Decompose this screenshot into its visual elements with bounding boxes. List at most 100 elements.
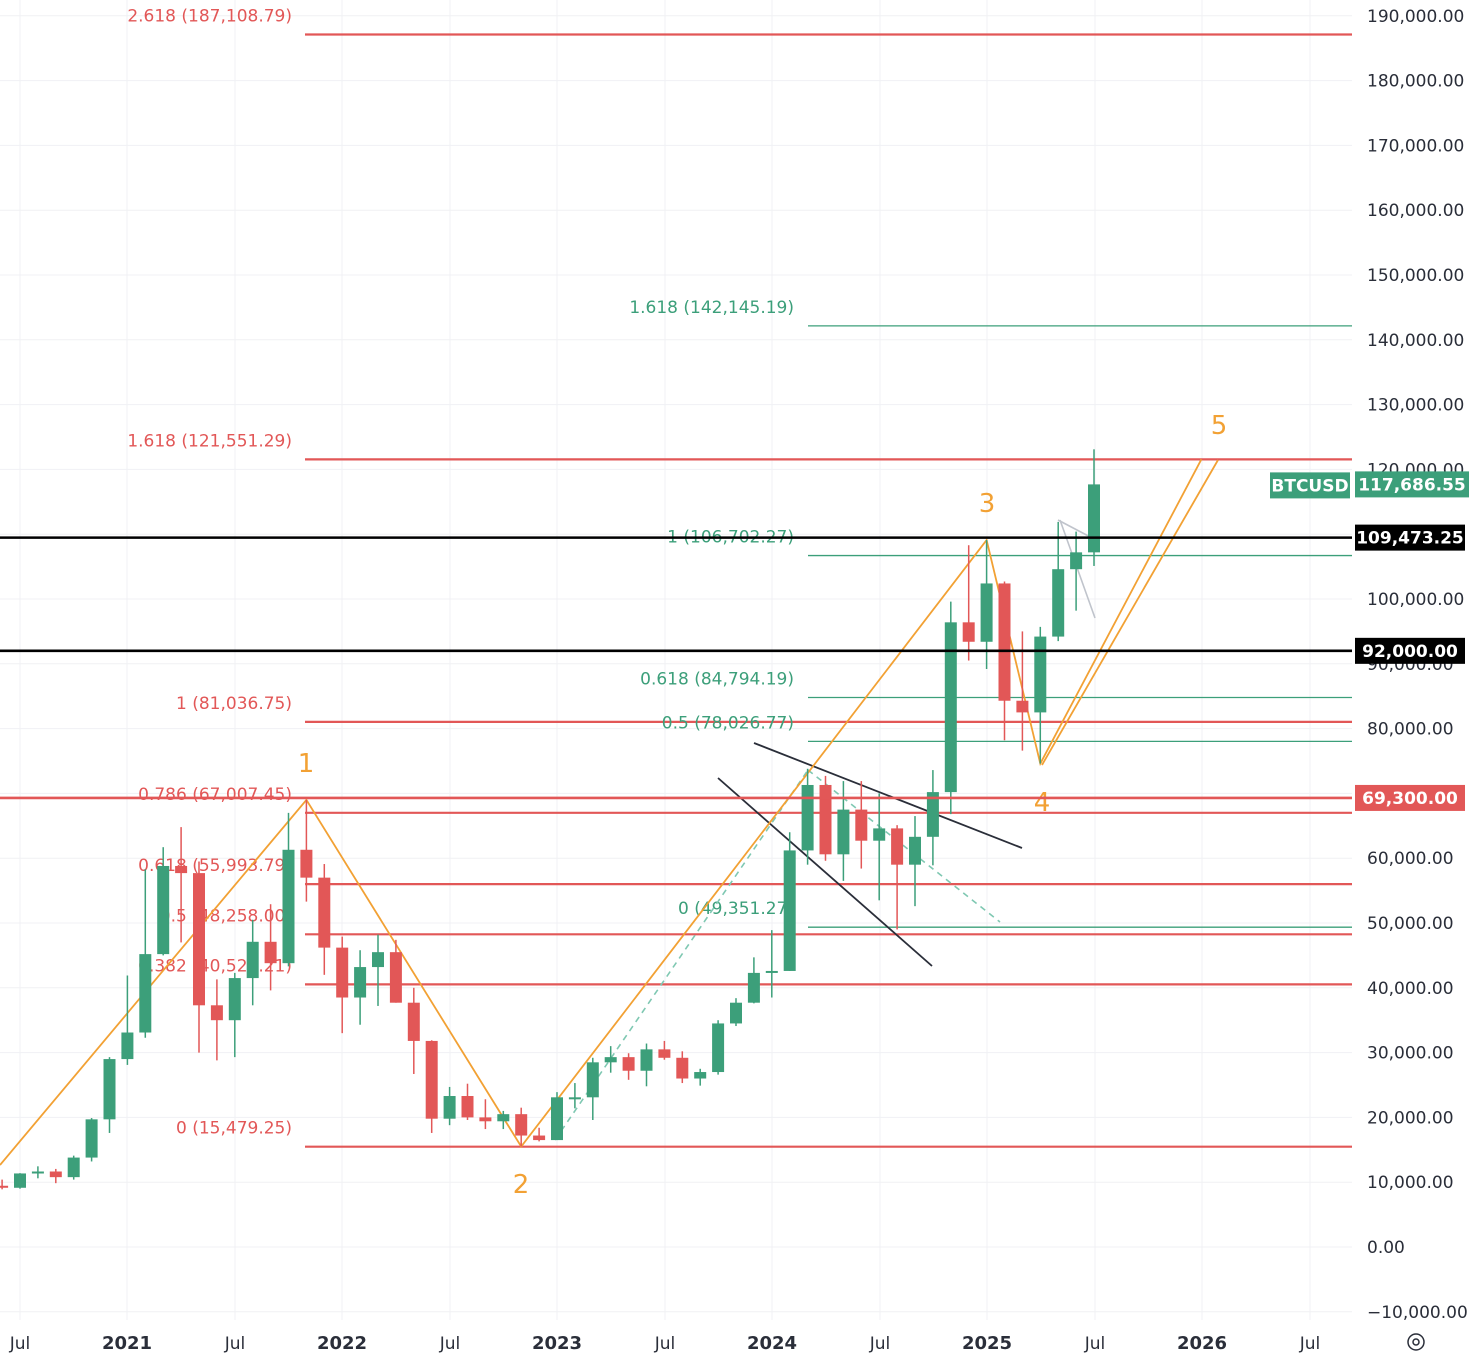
fib-red-label: 0 (15,479.25) <box>176 1119 292 1139</box>
candle <box>1088 449 1100 566</box>
chart-grid <box>0 0 1352 1320</box>
candle-body <box>407 1002 420 1041</box>
candle <box>658 1040 671 1060</box>
wedge-trendline <box>717 777 933 967</box>
candle-body <box>1016 700 1029 713</box>
candle <box>515 1107 528 1147</box>
candle <box>479 1099 492 1130</box>
candle <box>246 919 259 1006</box>
x-tick-label: Jul <box>869 1334 891 1354</box>
candle <box>443 1086 456 1126</box>
candle <box>747 957 760 1004</box>
candle <box>712 1020 725 1075</box>
candle <box>819 775 832 861</box>
wave-label-1: 1 <box>298 749 315 779</box>
y-tick-label: 40,000.00 <box>1367 979 1454 999</box>
price-tags: 109,473.25 92,000.00 69,300.00 BTCUSD 117,68… <box>1270 471 1469 811</box>
candle-body <box>568 1097 581 1100</box>
x-tick-label: 2025 <box>962 1333 1012 1354</box>
level-tag <box>1355 637 1465 664</box>
x-tick-label: Jul <box>439 1334 461 1354</box>
candle <box>49 1168 62 1184</box>
candle-body <box>944 622 957 793</box>
y-tick-label: −10,000.00 <box>1367 1303 1468 1323</box>
candle <box>873 793 886 901</box>
candle-body <box>461 1096 474 1118</box>
candle <box>354 950 367 1025</box>
candle <box>891 825 904 930</box>
candle-body <box>747 972 760 1003</box>
candle <box>586 1057 599 1120</box>
candle <box>909 816 921 907</box>
candle-body <box>318 877 331 948</box>
last-price-tag <box>1355 471 1469 498</box>
candle-body <box>551 1097 563 1141</box>
candle <box>926 770 939 866</box>
y-tick-label: 190,000.00 <box>1367 7 1464 27</box>
fib-green-label: 0.618 (84,794.19) <box>640 670 794 690</box>
candle <box>533 1127 546 1142</box>
candle-body <box>246 941 259 979</box>
candle-body <box>157 865 170 955</box>
candle-body <box>336 947 349 998</box>
candle <box>228 972 241 1058</box>
level-tag-label: 92,000.00 <box>1362 642 1458 662</box>
candle <box>193 861 205 1053</box>
candle-body <box>425 1040 438 1119</box>
level-tag <box>1355 524 1465 551</box>
candle-body <box>443 1096 456 1119</box>
x-tick-label: Jul <box>9 1334 31 1354</box>
y-tick-label: 0.00 <box>1367 1238 1405 1258</box>
level-tag-label: 69,300.00 <box>1362 789 1458 809</box>
candle <box>1052 521 1065 642</box>
candle-body <box>730 1002 742 1024</box>
y-tick-label: 50,000.00 <box>1367 914 1454 934</box>
y-tick-label: 30,000.00 <box>1367 1044 1454 1064</box>
candle-body <box>586 1062 599 1098</box>
wave-path <box>0 458 1203 1166</box>
elliott-wave: 1 2 3 4 5 <box>0 411 1227 1200</box>
candle <box>1070 531 1083 611</box>
candle <box>407 987 420 1074</box>
candle-body <box>210 1005 223 1021</box>
candle-body <box>264 941 277 964</box>
candle <box>801 768 814 865</box>
y-tick-label: 130,000.00 <box>1367 396 1464 416</box>
candle-body <box>694 1072 707 1079</box>
candle <box>121 975 134 1065</box>
candlesticks <box>0 449 1100 1190</box>
candle <box>568 1083 581 1109</box>
candle-body <box>31 1171 44 1174</box>
candle <box>372 934 384 1006</box>
y-tick-label: 160,000.00 <box>1367 201 1464 221</box>
candle <box>783 832 796 971</box>
fib-green-label: 1.618 (142,145.19) <box>629 298 794 318</box>
candle-body <box>801 784 814 851</box>
candle-body <box>926 792 939 837</box>
settings-icon[interactable] <box>1407 1333 1425 1351</box>
candle <box>962 545 975 661</box>
last-price-label: 117,686.55 <box>1358 475 1466 495</box>
fib-green-label: 0 (49,351.27) <box>678 899 794 919</box>
candle <box>139 869 152 1038</box>
candle <box>461 1083 474 1120</box>
symbol-tag-label: BTCUSD <box>1271 476 1348 496</box>
candle <box>694 1068 707 1086</box>
candle <box>67 1155 80 1180</box>
candle <box>31 1166 44 1179</box>
candle <box>622 1053 635 1080</box>
price-axis: 190,000.00 180,000.00 170,000.00 160,000.00… <box>1367 7 1468 1323</box>
y-tick-label: 100,000.00 <box>1367 590 1464 610</box>
x-tick-label: 2026 <box>1177 1333 1227 1354</box>
candle-body <box>873 828 886 841</box>
candle-body <box>479 1117 492 1122</box>
time-axis: Jul 2021 Jul 2022 Jul 2023 Jul 2024 Jul 2025 Jul 20… <box>9 1333 1321 1354</box>
wave-label-2: 2 <box>513 1170 530 1200</box>
candle <box>157 847 170 956</box>
y-tick-label: 150,000.00 <box>1367 266 1464 286</box>
candle-body <box>855 809 868 841</box>
candle <box>318 864 331 975</box>
x-tick-label: Jul <box>1299 1334 1321 1354</box>
candle-body <box>712 1023 725 1073</box>
